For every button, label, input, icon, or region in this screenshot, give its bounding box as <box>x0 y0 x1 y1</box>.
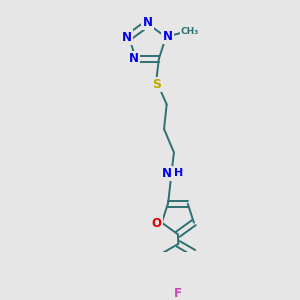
Text: F: F <box>174 287 182 300</box>
Text: H: H <box>174 168 183 178</box>
Text: N: N <box>162 167 172 180</box>
Text: N: N <box>142 16 152 29</box>
Text: N: N <box>129 52 139 65</box>
Text: CH₃: CH₃ <box>181 27 199 36</box>
Text: S: S <box>152 78 161 91</box>
Text: N: N <box>163 29 172 43</box>
Text: N: N <box>122 31 132 44</box>
Text: O: O <box>152 218 162 230</box>
